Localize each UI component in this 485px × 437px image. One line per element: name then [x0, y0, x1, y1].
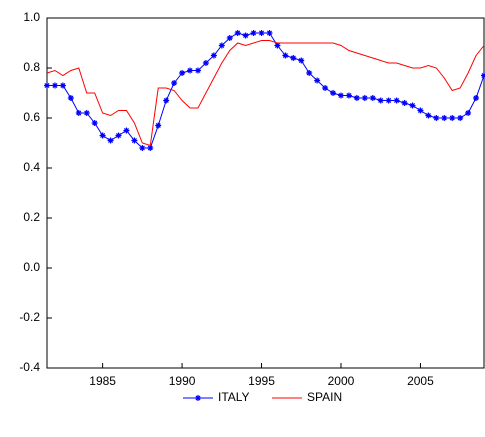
- point-marker: [353, 95, 360, 101]
- point-marker: [401, 100, 408, 106]
- point-marker: [258, 30, 265, 36]
- point-marker: [298, 57, 305, 64]
- point-marker: [274, 42, 281, 49]
- point-marker: [361, 95, 368, 101]
- x-tick-label: 1985: [89, 374, 116, 388]
- point-marker: [194, 67, 201, 74]
- point-marker: [417, 107, 424, 114]
- legend-label: SPAIN: [307, 390, 342, 404]
- y-tick-label: 1.0: [23, 10, 40, 24]
- point-marker: [234, 30, 241, 36]
- point-marker: [306, 70, 313, 76]
- point-marker: [83, 110, 90, 116]
- plot-frame: [46, 17, 485, 369]
- y-tick-label: 0.4: [23, 160, 40, 174]
- point-marker: [91, 120, 98, 126]
- series-line: [46, 40, 485, 147]
- point-marker: [385, 97, 392, 104]
- point-marker: [131, 137, 138, 144]
- point-marker: [330, 90, 337, 96]
- legend-label: ITALY: [218, 390, 250, 404]
- point-marker: [441, 115, 448, 121]
- point-marker: [337, 92, 344, 99]
- point-marker: [473, 95, 480, 101]
- point-marker: [457, 115, 464, 121]
- point-marker: [290, 55, 297, 61]
- point-marker: [314, 77, 321, 84]
- y-tick-label: 0.0: [23, 260, 40, 274]
- point-marker: [163, 97, 170, 104]
- point-marker: [322, 85, 329, 91]
- y-tick-label: 0.6: [23, 110, 40, 124]
- point-marker: [369, 95, 376, 101]
- point-marker: [147, 145, 154, 151]
- point-marker: [99, 132, 106, 139]
- point-marker: [218, 42, 225, 49]
- y-tick-label: -0.2: [19, 310, 40, 324]
- x-tick-label: 2005: [407, 374, 434, 388]
- y-tick-label: 0.8: [23, 60, 40, 74]
- point-marker: [75, 110, 82, 116]
- point-marker: [250, 30, 257, 36]
- point-marker: [345, 92, 352, 99]
- point-marker: [123, 127, 130, 134]
- point-marker: [282, 52, 289, 59]
- point-marker: [67, 95, 74, 101]
- point-marker: [465, 110, 472, 116]
- series-line: [47, 32, 485, 149]
- point-marker: [242, 32, 249, 39]
- point-marker: [171, 80, 178, 86]
- point-marker: [433, 115, 440, 121]
- point-marker: [115, 132, 122, 139]
- point-marker: [202, 60, 209, 66]
- point-marker: [107, 137, 114, 144]
- point-marker: [139, 145, 146, 151]
- y-tick-label: 0.2: [23, 210, 40, 224]
- point-marker: [266, 30, 273, 36]
- point-marker: [481, 72, 485, 79]
- point-marker: [449, 115, 456, 121]
- point-marker: [51, 82, 58, 89]
- point-marker: [425, 112, 432, 119]
- point-marker: [155, 122, 162, 129]
- point-marker: [179, 70, 186, 76]
- x-tick-label: 1995: [248, 374, 275, 388]
- point-marker: [44, 82, 50, 89]
- point-marker: [226, 35, 233, 41]
- point-marker: [59, 82, 66, 89]
- x-tick-label: 1990: [169, 374, 196, 388]
- y-tick-label: -0.4: [19, 360, 40, 374]
- x-tick-label: 2000: [328, 374, 355, 388]
- point-marker: [377, 97, 384, 104]
- point-marker: [187, 67, 194, 74]
- legend-marker: [195, 395, 201, 401]
- point-marker: [393, 97, 400, 104]
- point-marker: [210, 52, 217, 59]
- point-marker: [409, 102, 416, 109]
